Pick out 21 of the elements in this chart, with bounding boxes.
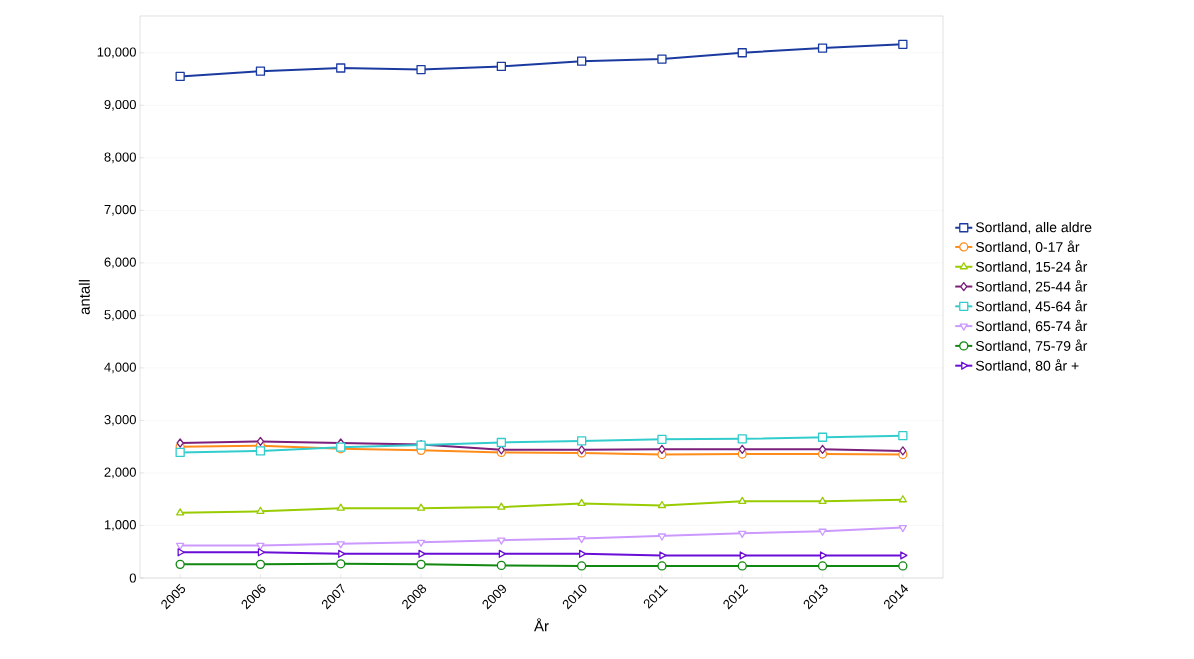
y-tick-label: 2,000 xyxy=(104,467,136,479)
legend-label: Sortland, 25-44 år xyxy=(975,280,1088,294)
y-tick-label: 3,000 xyxy=(104,415,136,426)
y-tick-label: 8,000 xyxy=(104,152,136,164)
y-tick-label: 6,000 xyxy=(104,257,136,269)
y-axis-title: antall xyxy=(78,280,90,315)
legend-label: Sortland, 80 år + xyxy=(975,359,1079,373)
y-tick-label: 4,000 xyxy=(104,362,136,374)
y-tick-label: 1,000 xyxy=(104,520,136,531)
legend-label: Sortland, 75-79 år xyxy=(975,339,1088,353)
legend-label: Sortland, 65-74 år xyxy=(975,319,1088,333)
legend-label: Sortland, 0-17 år xyxy=(975,240,1080,254)
y-tick-label: 5,000 xyxy=(104,310,136,321)
y-tick-label: 0 xyxy=(129,573,136,583)
y-tick-label: 9,000 xyxy=(104,99,136,111)
y-tick-label: 7,000 xyxy=(104,204,136,216)
x-axis-title: År xyxy=(534,618,549,632)
legend-label: Sortland, alle aldre xyxy=(975,221,1092,234)
legend-label: Sortland, 45-64 år xyxy=(975,299,1088,313)
legend-label: Sortland, 15-24 år xyxy=(975,260,1088,274)
y-tick-label: 10,000 xyxy=(97,47,136,59)
